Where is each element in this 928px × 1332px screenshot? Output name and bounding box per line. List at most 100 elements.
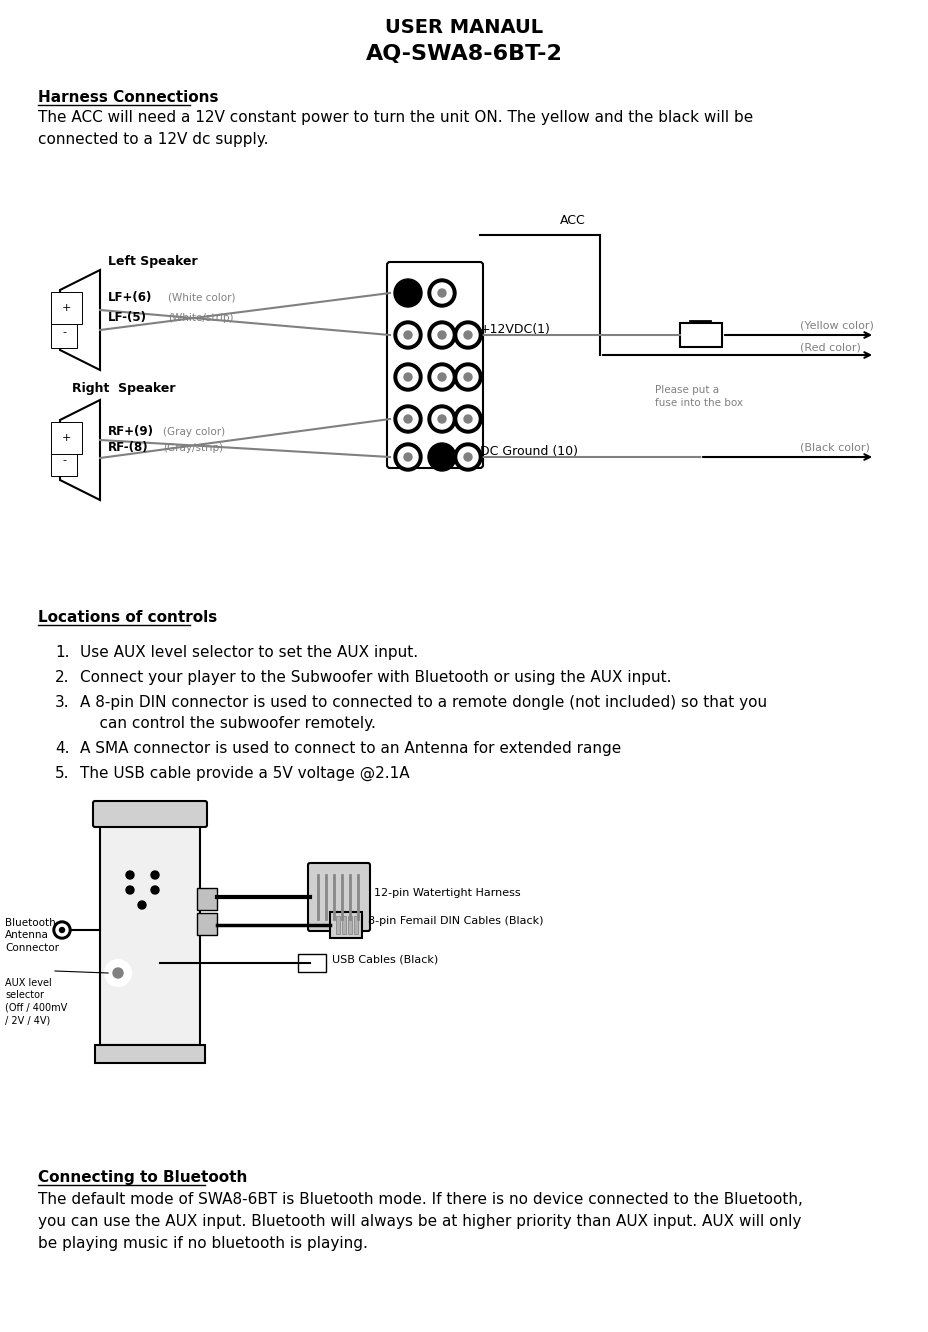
Circle shape (428, 321, 456, 349)
Circle shape (393, 321, 421, 349)
Circle shape (397, 325, 418, 345)
Text: AUX level
selector
(Off / 400mV
/ 2V / 4V): AUX level selector (Off / 400mV / 2V / 4… (5, 978, 67, 1026)
Text: AQ-SWA8-6BT-2: AQ-SWA8-6BT-2 (366, 44, 561, 64)
Circle shape (432, 325, 452, 345)
Circle shape (404, 416, 411, 424)
FancyBboxPatch shape (387, 262, 483, 468)
Text: (Red color): (Red color) (799, 344, 860, 353)
Bar (100, 825, 200, 1046)
FancyBboxPatch shape (93, 801, 207, 827)
Text: +: + (62, 302, 71, 313)
Text: LF-(5): LF-(5) (108, 312, 147, 325)
Circle shape (151, 871, 159, 879)
Text: -: - (62, 456, 66, 465)
Circle shape (454, 405, 482, 433)
Circle shape (113, 968, 122, 978)
Bar (348, 916, 352, 934)
Text: The USB cable provide a 5V voltage @2.1A: The USB cable provide a 5V voltage @2.1A (80, 766, 409, 781)
Text: LF+(6): LF+(6) (108, 292, 152, 305)
Circle shape (437, 289, 445, 297)
Text: USER MANAUL: USER MANAUL (384, 19, 543, 37)
Circle shape (437, 373, 445, 381)
Circle shape (463, 330, 471, 340)
Text: 5.: 5. (55, 766, 70, 781)
Text: ACC: ACC (560, 214, 586, 226)
Text: A SMA connector is used to connect to an Antenna for extended range: A SMA connector is used to connect to an… (80, 741, 621, 757)
Text: Connect your player to the Subwoofer with Bluetooth or using the AUX input.: Connect your player to the Subwoofer wit… (80, 670, 671, 685)
Circle shape (53, 920, 71, 939)
Text: Harness Connections: Harness Connections (38, 91, 218, 105)
Circle shape (458, 409, 478, 429)
Circle shape (59, 927, 64, 932)
Text: RF+(9): RF+(9) (108, 425, 154, 438)
Bar (336, 916, 340, 934)
Text: (Gray/strip): (Gray/strip) (162, 444, 223, 453)
Circle shape (393, 444, 421, 472)
Text: The ACC will need a 12V constant power to turn the unit ON. The yellow and the b: The ACC will need a 12V constant power t… (38, 111, 753, 148)
Text: USB Cables (Black): USB Cables (Black) (331, 954, 438, 964)
Circle shape (454, 321, 482, 349)
Circle shape (428, 444, 456, 472)
Text: (Yellow color): (Yellow color) (799, 320, 873, 330)
Circle shape (432, 282, 452, 302)
Circle shape (393, 278, 421, 306)
Text: 12-pin Watertight Harness: 12-pin Watertight Harness (374, 888, 520, 898)
Circle shape (428, 364, 456, 392)
Text: The default mode of SWA8-6BT is Bluetooth mode. If there is no device connected : The default mode of SWA8-6BT is Bluetoot… (38, 1192, 802, 1251)
Circle shape (404, 453, 411, 461)
Circle shape (393, 364, 421, 392)
Circle shape (404, 373, 411, 381)
Circle shape (432, 368, 452, 388)
Text: 4.: 4. (55, 741, 70, 757)
Text: 2.: 2. (55, 670, 70, 685)
Circle shape (56, 924, 68, 936)
Text: +12VDC(1): +12VDC(1) (480, 322, 550, 336)
Circle shape (126, 886, 134, 894)
Text: +: + (62, 433, 71, 444)
Circle shape (437, 416, 445, 424)
Bar (298, 954, 326, 972)
Circle shape (437, 330, 445, 340)
Bar (354, 916, 357, 934)
Circle shape (105, 960, 131, 986)
Text: Left Speaker: Left Speaker (108, 254, 198, 268)
Bar (197, 912, 217, 935)
Bar (342, 916, 345, 934)
Circle shape (393, 405, 421, 433)
Text: A 8-pin DIN connector is used to connected to a remote dongle (not included) so : A 8-pin DIN connector is used to connect… (80, 695, 767, 731)
Circle shape (126, 871, 134, 879)
Text: Please put a
fuse into the box: Please put a fuse into the box (654, 385, 742, 408)
Circle shape (397, 409, 418, 429)
Circle shape (397, 368, 418, 388)
Bar (95, 1046, 205, 1063)
Text: Connecting to Bluetooth: Connecting to Bluetooth (38, 1169, 247, 1185)
Circle shape (151, 886, 159, 894)
Circle shape (428, 405, 456, 433)
Circle shape (463, 373, 471, 381)
Text: Locations of controls: Locations of controls (38, 610, 217, 625)
Text: Right  Speaker: Right Speaker (72, 382, 175, 396)
Text: (White/strip): (White/strip) (168, 313, 233, 322)
Text: RF-(8): RF-(8) (108, 441, 148, 454)
Text: -: - (62, 326, 66, 337)
Text: (White color): (White color) (168, 293, 235, 302)
Circle shape (458, 325, 478, 345)
Circle shape (458, 448, 478, 468)
Circle shape (404, 330, 411, 340)
Circle shape (463, 453, 471, 461)
Text: Use AUX level selector to set the AUX input.: Use AUX level selector to set the AUX in… (80, 645, 418, 659)
Text: (Gray color): (Gray color) (162, 428, 225, 437)
Bar (679, 322, 721, 348)
Circle shape (454, 364, 482, 392)
Circle shape (138, 900, 146, 908)
Text: 3.: 3. (55, 695, 70, 710)
Text: DC Ground (10): DC Ground (10) (480, 445, 577, 457)
Circle shape (428, 278, 456, 306)
Circle shape (397, 448, 418, 468)
Bar (329, 912, 362, 938)
Text: Bluetooth
Antenna
Connector: Bluetooth Antenna Connector (5, 918, 59, 952)
Circle shape (432, 409, 452, 429)
Circle shape (463, 416, 471, 424)
Text: 1.: 1. (55, 645, 70, 659)
Text: (Black color): (Black color) (799, 442, 869, 452)
